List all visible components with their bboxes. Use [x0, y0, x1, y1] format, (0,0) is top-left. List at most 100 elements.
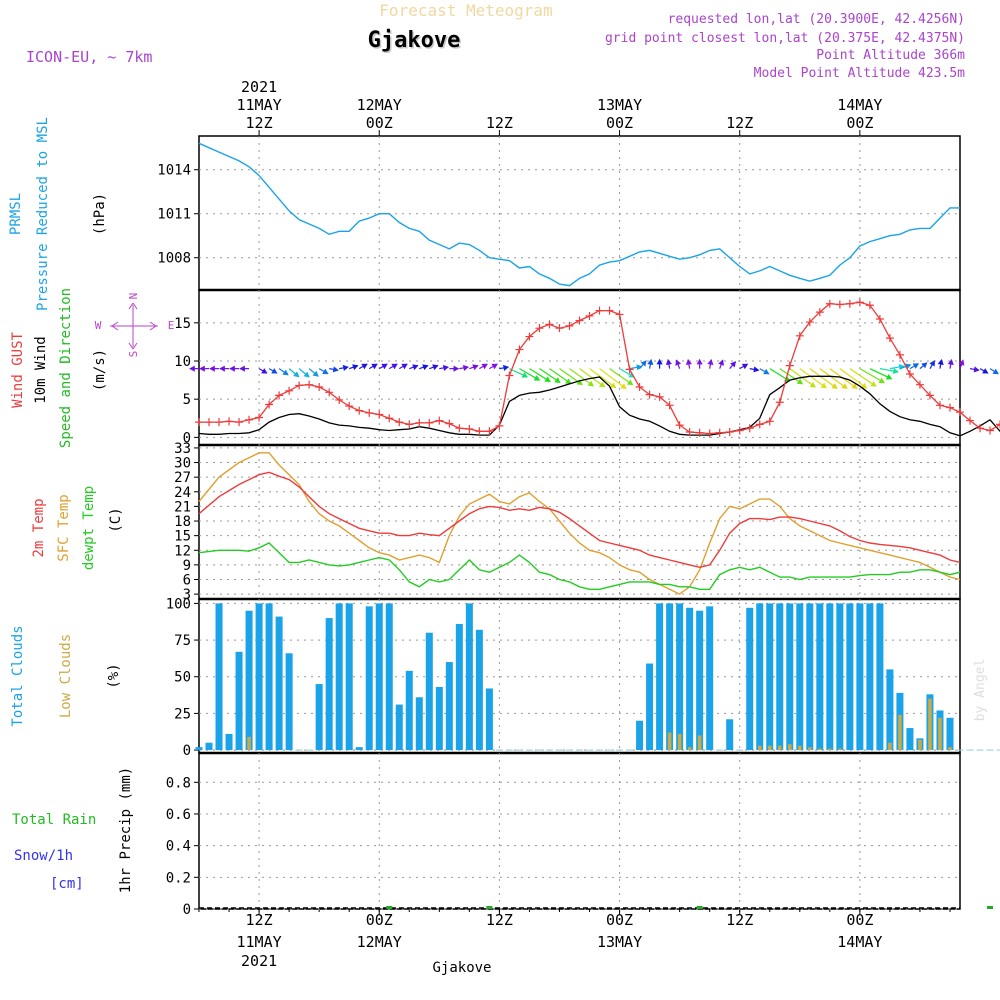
total-cloud-bar [325, 618, 333, 751]
wind-arrow-head [885, 373, 893, 380]
gust-marker [986, 426, 995, 435]
gust-marker [345, 402, 354, 411]
gust-marker [265, 400, 274, 409]
wind-arrow-shaft [819, 368, 848, 389]
location-title: Gjakove [369, 30, 462, 55]
total-cloud-bar [345, 603, 353, 751]
wind-arrow [685, 358, 692, 369]
low-cloud-bar [778, 745, 782, 751]
total-cloud-bar [435, 687, 443, 751]
wind-arrow [799, 368, 827, 389]
wind-arrow [559, 368, 583, 386]
wind-gust-series-line [199, 301, 1000, 435]
wind-arrow-shaft [599, 368, 627, 390]
total-cloud-bar [315, 684, 323, 751]
bottom-time-label: 14MAY [837, 933, 882, 951]
wind-arrow-head [831, 383, 838, 389]
wind-arrow [969, 366, 980, 373]
clouds-tick-label: 75 [174, 633, 191, 649]
cloud-label-total: Total Clouds [10, 625, 26, 726]
top-time-label: 00Z [846, 114, 873, 132]
low-cloud-bar [757, 745, 762, 751]
total-cloud-bar [746, 607, 754, 751]
wind-label-gust: Wind GUST [10, 332, 26, 408]
temp-label-dewpt: dewpt Temp [81, 486, 97, 570]
gust-marker [535, 324, 544, 333]
total-cloud-bar [335, 603, 343, 751]
gust-marker [755, 420, 764, 429]
gust-marker [315, 382, 324, 391]
gust-marker [245, 415, 254, 424]
rain-bar [987, 906, 994, 909]
gust-marker [285, 386, 294, 395]
total-cloud-bar [886, 669, 894, 751]
bottom-time-label: 12Z [246, 911, 273, 929]
wind-panel-frame [198, 289, 961, 446]
pressure-tick-label: 1011 [157, 207, 191, 223]
wind-arrow [739, 363, 749, 370]
gust-marker [665, 401, 674, 410]
wind-arrow [839, 368, 868, 389]
bottom-time-label: 12Z [486, 911, 513, 929]
wind-arrow [239, 365, 250, 372]
gust-marker [875, 315, 884, 324]
wind-arrow-head [892, 367, 899, 375]
low-cloud-bar [948, 747, 952, 751]
wind-arrow-head [685, 358, 692, 366]
total-cloud-bar [415, 697, 423, 751]
wind-arrow-head [554, 377, 561, 383]
total-cloud-bar [766, 603, 774, 751]
gust-marker [805, 318, 814, 327]
gust-marker [455, 424, 464, 433]
total-cloud-bar [876, 603, 884, 751]
total-cloud-bar [906, 728, 914, 751]
temp-label-sfc: SFC Temp [56, 494, 72, 561]
gust-marker [725, 428, 734, 437]
low-cloud-bar [767, 745, 772, 751]
gust-marker [795, 331, 804, 340]
precip-bars [199, 906, 994, 909]
wind-arrow-shaft [839, 368, 868, 389]
total-cloud-bar [255, 603, 263, 751]
temperature-tick-label: 18 [174, 514, 191, 530]
total-cloud-bar [215, 603, 223, 751]
wind-arrow-head [442, 364, 450, 371]
precip-tick-label: 0.2 [166, 870, 191, 886]
precip-label-rain: Total Rain [12, 812, 96, 828]
gust-marker [525, 332, 534, 341]
wind-arrow-head [453, 365, 460, 372]
precip-unit: 1hr Precip (mm) [118, 767, 134, 893]
wind-arrow [329, 366, 339, 373]
gust-marker [885, 334, 894, 343]
gust-marker [385, 414, 394, 423]
wind-arrow [388, 363, 398, 370]
gust-marker [996, 420, 1000, 429]
low-cloud-bar [918, 739, 922, 751]
wind-arrow [889, 363, 905, 371]
wind-arrow [268, 368, 278, 374]
gust-marker [775, 398, 784, 407]
precip-panel-frame [198, 752, 961, 910]
wind-unit: (m/s) [92, 349, 108, 391]
total-cloud-bar [365, 606, 373, 751]
wind-arrow-head [422, 364, 429, 371]
wind-arrow [199, 365, 210, 372]
pressure-series-line [198, 142, 960, 287]
gust-marker [915, 380, 924, 389]
gust-marker [735, 426, 744, 435]
total-cloud-bar [475, 629, 483, 751]
gust-marker [435, 416, 444, 425]
wind-arrow-head [381, 363, 388, 370]
wind-arrow-head [665, 358, 672, 366]
gust-marker [505, 371, 514, 380]
wind-arrow [529, 368, 551, 383]
wind-arrow-shaft [809, 368, 838, 389]
clouds-tick-label: 25 [174, 706, 191, 722]
gust-marker [555, 324, 564, 333]
gust-marker [425, 418, 434, 427]
wind-arrow-head [229, 365, 235, 372]
top-time-label: 12Z [726, 114, 753, 132]
wind-arrow [278, 368, 289, 376]
